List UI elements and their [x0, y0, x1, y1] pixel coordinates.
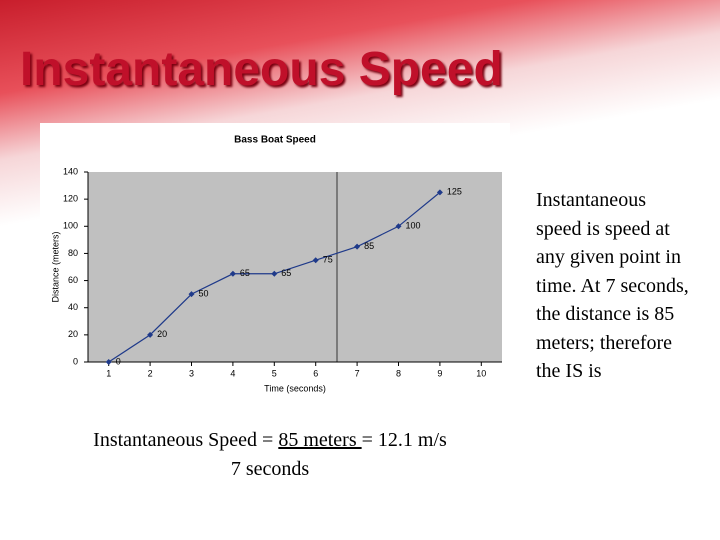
slide-title: Instantaneous Speed: [20, 43, 503, 96]
y-tick-label: 60: [68, 275, 78, 285]
data-label: 65: [240, 268, 250, 278]
x-tick-label: 1: [106, 368, 111, 378]
formula: Instantaneous Speed = 85 meters = 12.1 m…: [40, 426, 500, 484]
data-point: [395, 223, 402, 230]
x-tick-label: 10: [476, 368, 486, 378]
data-point: [229, 270, 236, 277]
x-tick-label: 3: [189, 368, 194, 378]
x-tick-label: 6: [313, 368, 318, 378]
chart: Bass Boat Speed Time (seconds) Distance …: [40, 123, 510, 406]
x-tick-label: 5: [272, 368, 277, 378]
y-tick-label: 40: [68, 302, 78, 312]
x-tick-label: 9: [437, 368, 442, 378]
data-point: [271, 270, 278, 277]
data-label: 0: [116, 356, 121, 366]
data-point: [354, 243, 361, 250]
data-point: [188, 291, 195, 298]
x-tick-label: 4: [230, 368, 235, 378]
data-label: 20: [157, 329, 167, 339]
data-point: [312, 257, 319, 264]
x-axis-title: Time (seconds): [264, 383, 326, 393]
formula-result: = 12.1 m/s: [361, 429, 447, 451]
y-tick-label: 20: [68, 329, 78, 339]
formula-denominator: 7 seconds: [230, 458, 310, 480]
data-label: 125: [447, 187, 462, 197]
y-tick-label: 100: [63, 221, 78, 231]
formula-line: Instantaneous Speed = 85 meters = 12.1 m…: [40, 426, 500, 455]
x-tick-label: 7: [355, 368, 360, 378]
formula-numerator: 85 meters: [278, 429, 362, 451]
data-label: 100: [406, 221, 421, 231]
chart-title: Bass Boat Speed: [234, 135, 316, 146]
x-tick-label: 2: [148, 368, 153, 378]
body-text: Instantaneous speed is speed at any give…: [536, 189, 689, 382]
data-label: 85: [364, 241, 374, 251]
data-label: 65: [281, 268, 291, 278]
data-label: 75: [323, 255, 333, 265]
x-tick-label: 8: [396, 368, 401, 378]
y-tick-label: 140: [63, 166, 78, 176]
data-point: [105, 359, 112, 365]
y-tick-label: 0: [73, 356, 78, 366]
y-tick-label: 80: [68, 248, 78, 258]
y-tick-label: 120: [63, 194, 78, 204]
y-axis-title: Distance (meters): [50, 231, 60, 302]
data-point: [436, 189, 443, 196]
data-label: 50: [199, 289, 209, 299]
formula-lead: Instantaneous Speed =: [93, 429, 279, 451]
data-point: [147, 331, 154, 338]
